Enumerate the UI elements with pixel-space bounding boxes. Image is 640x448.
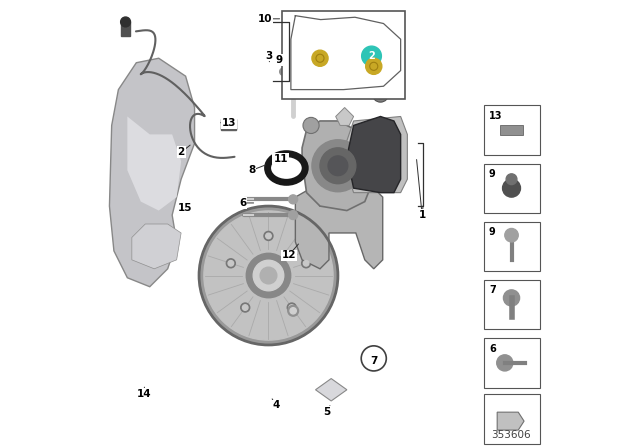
Text: 5: 5	[323, 407, 330, 417]
Text: 4: 4	[273, 401, 280, 410]
Text: 3: 3	[266, 51, 273, 60]
Circle shape	[260, 267, 277, 284]
Circle shape	[241, 303, 250, 312]
Polygon shape	[109, 58, 195, 287]
Text: 2: 2	[177, 147, 185, 157]
Circle shape	[289, 305, 294, 310]
Polygon shape	[497, 412, 524, 430]
Text: 7: 7	[489, 285, 495, 295]
Text: 9: 9	[489, 227, 495, 237]
Circle shape	[303, 117, 319, 134]
Text: 8: 8	[248, 165, 255, 175]
Polygon shape	[347, 116, 401, 193]
Circle shape	[121, 17, 131, 27]
Bar	[484, 164, 540, 213]
Bar	[121, 22, 131, 36]
Circle shape	[320, 148, 356, 184]
Circle shape	[266, 233, 271, 239]
Bar	[484, 105, 540, 155]
Polygon shape	[346, 116, 407, 193]
Circle shape	[253, 260, 284, 291]
Polygon shape	[336, 148, 353, 166]
Text: 13: 13	[489, 111, 502, 121]
Text: 15: 15	[177, 203, 192, 213]
Bar	[221, 128, 236, 130]
Bar	[500, 125, 523, 135]
Polygon shape	[336, 108, 353, 125]
Bar	[484, 394, 540, 444]
Circle shape	[506, 174, 517, 185]
Text: 9: 9	[489, 169, 495, 179]
Circle shape	[227, 259, 236, 268]
Text: 353606: 353606	[492, 430, 531, 440]
Circle shape	[289, 195, 298, 204]
Circle shape	[288, 306, 298, 316]
Circle shape	[505, 228, 518, 242]
Circle shape	[312, 140, 364, 192]
Circle shape	[362, 46, 381, 66]
Circle shape	[199, 206, 338, 345]
Text: 1: 1	[419, 210, 426, 220]
Text: 6: 6	[239, 198, 246, 208]
Circle shape	[290, 308, 296, 314]
Circle shape	[328, 156, 348, 176]
Bar	[484, 338, 540, 388]
Circle shape	[287, 303, 296, 312]
Circle shape	[264, 232, 273, 241]
Text: 2: 2	[368, 51, 375, 61]
Circle shape	[312, 50, 328, 66]
Polygon shape	[302, 121, 374, 211]
Circle shape	[502, 179, 520, 197]
Bar	[484, 222, 540, 271]
Circle shape	[504, 290, 520, 306]
Circle shape	[246, 253, 291, 298]
Circle shape	[497, 355, 513, 371]
Bar	[484, 280, 540, 329]
Circle shape	[301, 259, 310, 268]
Text: 11: 11	[273, 154, 288, 164]
Polygon shape	[296, 188, 383, 269]
Text: 9: 9	[275, 55, 282, 65]
Polygon shape	[132, 224, 181, 269]
Polygon shape	[127, 116, 181, 211]
Bar	[290, 79, 296, 83]
Bar	[282, 11, 405, 99]
Circle shape	[289, 211, 298, 220]
Text: 10: 10	[258, 14, 273, 24]
Bar	[221, 119, 236, 129]
Circle shape	[372, 86, 388, 102]
Circle shape	[243, 305, 248, 310]
Circle shape	[376, 90, 385, 99]
Polygon shape	[316, 379, 347, 401]
Text: 14: 14	[137, 389, 152, 399]
Circle shape	[303, 260, 309, 266]
Text: 7: 7	[370, 356, 378, 366]
Circle shape	[365, 58, 382, 74]
Circle shape	[228, 260, 234, 266]
Circle shape	[280, 68, 287, 75]
Text: 6: 6	[489, 344, 495, 353]
Text: 12: 12	[282, 250, 296, 260]
Circle shape	[204, 211, 333, 340]
Text: 13: 13	[221, 118, 236, 128]
